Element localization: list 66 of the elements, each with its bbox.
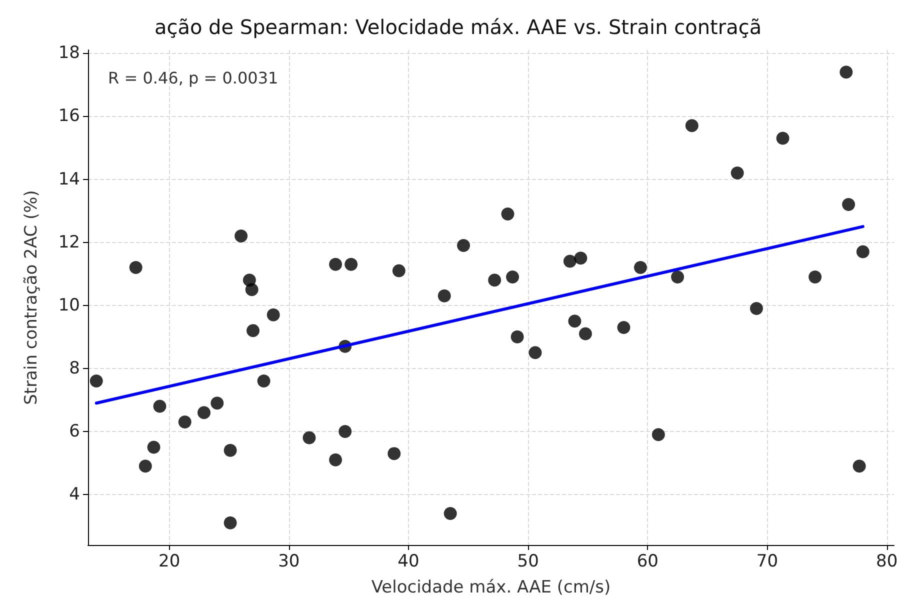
point	[730, 166, 744, 180]
point	[245, 283, 258, 296]
point	[563, 254, 576, 268]
y-tick-label: 6	[69, 421, 80, 442]
point	[685, 119, 698, 132]
point	[488, 274, 502, 287]
point	[856, 245, 870, 258]
point	[652, 428, 665, 442]
x-tick-label: 60	[636, 552, 658, 572]
point	[634, 261, 647, 274]
point	[457, 238, 470, 252]
point	[147, 440, 160, 454]
point	[338, 425, 352, 438]
x-tick-label: 50	[517, 552, 539, 572]
point	[842, 198, 856, 211]
point	[178, 416, 192, 429]
point	[808, 270, 822, 284]
point	[750, 302, 763, 316]
point	[224, 444, 237, 457]
point	[138, 460, 152, 473]
point	[329, 258, 342, 271]
point	[528, 346, 542, 360]
point	[198, 406, 210, 420]
point	[129, 261, 142, 274]
point	[776, 132, 790, 145]
point	[506, 270, 520, 284]
point	[574, 252, 588, 265]
y-axis-title: Strain contração 2AC (%)	[22, 190, 42, 405]
chart-title: ação de Spearman: Velocidade máx. AAE vs. Strain contraçã	[154, 15, 762, 39]
y-tick-label: 4	[69, 484, 80, 505]
point	[344, 258, 358, 271]
point	[852, 460, 866, 473]
point	[392, 264, 406, 278]
point	[840, 66, 853, 79]
point	[224, 516, 237, 530]
point	[388, 447, 401, 460]
y-tick-label: 14	[58, 169, 80, 190]
point	[266, 308, 280, 322]
point	[510, 330, 524, 344]
point	[578, 327, 592, 340]
point	[210, 396, 224, 410]
y-tick-label: 8	[69, 358, 80, 378]
x-tick-label: 40	[398, 552, 420, 572]
point	[302, 431, 316, 444]
point	[257, 374, 270, 388]
annotation: R = 0.46, p = 0.0031	[108, 68, 278, 88]
point	[568, 314, 582, 328]
x-axis-title: Velocidade máx. AAE (cm/s)	[371, 578, 611, 598]
point	[329, 453, 342, 466]
x-tick-label: 30	[278, 552, 300, 572]
y-tick-label: 18	[58, 43, 80, 64]
point	[246, 324, 260, 338]
point	[153, 400, 166, 413]
point	[671, 270, 684, 284]
x-tick-label: 80	[876, 552, 898, 572]
point	[438, 289, 451, 302]
point	[234, 230, 248, 243]
point	[90, 374, 103, 388]
y-tick-label: 16	[58, 106, 80, 126]
point	[501, 207, 514, 220]
y-tick-label: 10	[58, 295, 80, 316]
x-tick-label: 70	[756, 552, 778, 572]
y-tick-label: 12	[58, 232, 80, 252]
point	[444, 506, 457, 520]
point	[617, 320, 630, 334]
x-tick-label: 20	[158, 552, 180, 572]
